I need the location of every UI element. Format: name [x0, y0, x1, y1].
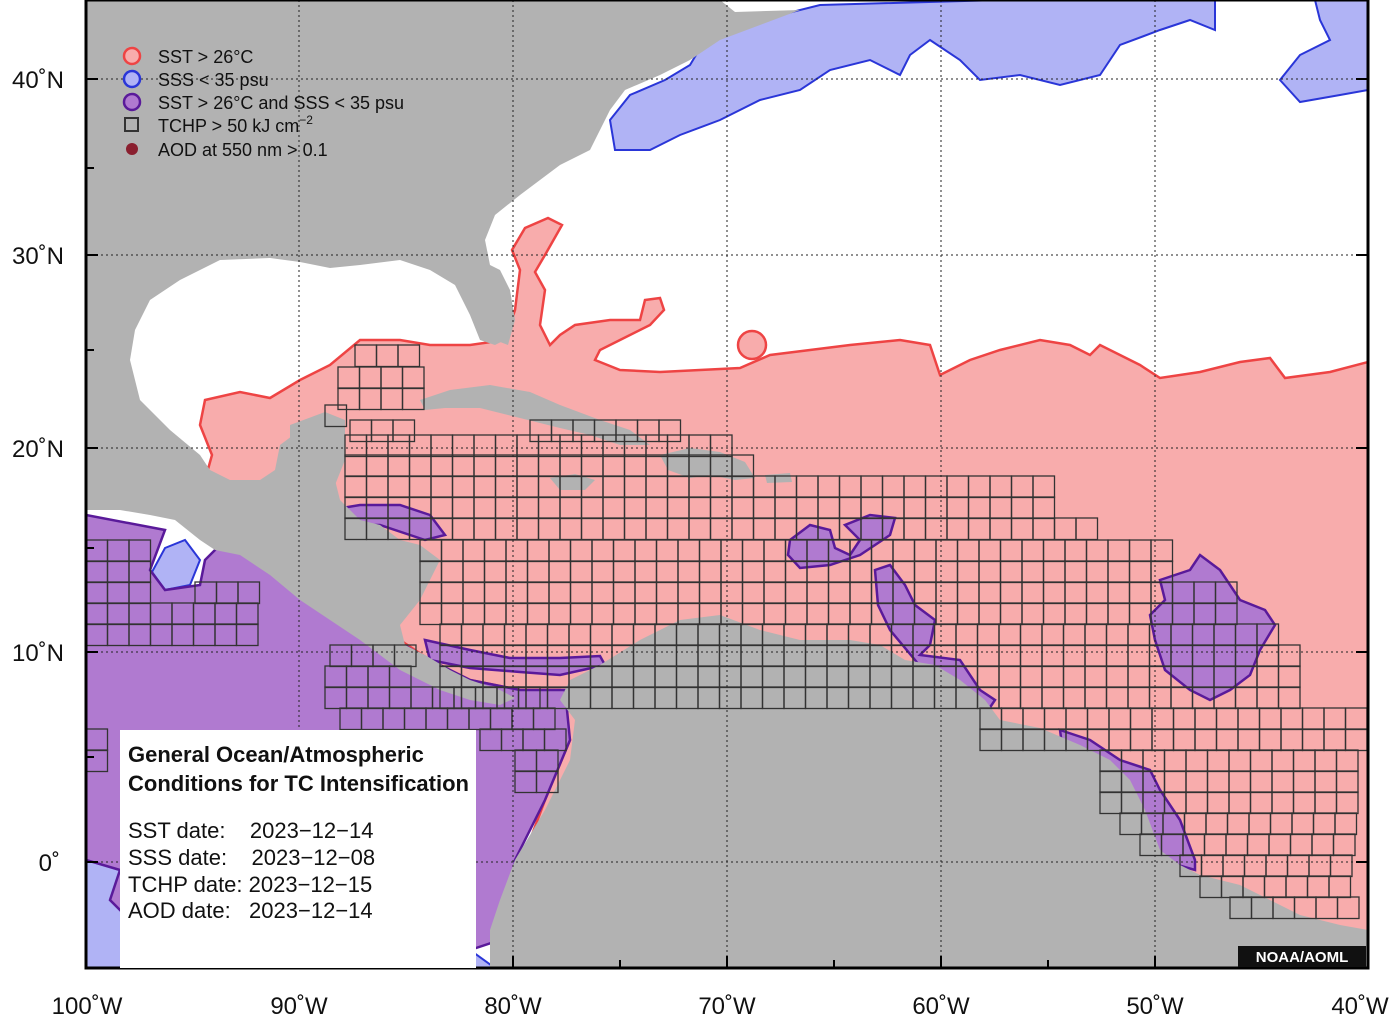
legend-label: SSS < 35 psu — [158, 70, 269, 90]
x-tick-label: 50˚W — [1126, 993, 1184, 1019]
sss-region-northeast — [1278, 0, 1368, 104]
tchp-grid-cell — [237, 581, 261, 605]
sst-circle-icon — [122, 46, 142, 66]
tchp-grid-cell — [535, 770, 559, 794]
y-tick-label: 40˚N — [12, 67, 64, 94]
tchp-grid — [86, 344, 1368, 920]
tchp-grid-cell — [324, 404, 348, 428]
sst-sss-circle-icon — [122, 92, 142, 112]
y-tick-label: 20˚N — [12, 436, 64, 463]
credit-text: NOAA/AOML — [1256, 949, 1349, 966]
sss-circle-icon — [122, 69, 142, 89]
legend-label: AOD at 550 nm > 0.1 — [158, 140, 328, 160]
legend-superscript: −2 — [299, 113, 313, 127]
tchp-square-icon — [124, 117, 139, 132]
tchp-grid-cell — [86, 749, 109, 773]
x-tick-label: 80˚W — [484, 993, 542, 1019]
legend-label: SST > 26°C — [158, 47, 253, 67]
info-box: General Ocean/Atmospheric Conditions for… — [120, 730, 476, 968]
sst-patch — [736, 329, 768, 361]
sss-date: SSS date: 2023−12−08 — [128, 845, 375, 870]
x-tick-label: 70˚W — [698, 993, 756, 1019]
tchp-grid-cell — [392, 419, 416, 443]
x-tick-label: 40˚W — [1331, 993, 1389, 1019]
sss-region-north — [608, 0, 1216, 151]
tchp-grid-cell — [235, 623, 259, 647]
sst-date: SST date: 2023−12−14 — [128, 818, 373, 843]
x-tick-label: 60˚W — [912, 993, 970, 1019]
tchp-grid-cell — [709, 434, 733, 458]
tchp-date: TCHP date: 2023−12−15 — [128, 872, 372, 897]
tchp-grid-cell — [401, 387, 425, 411]
y-tick-label: 30˚N — [12, 243, 64, 270]
aod-date: AOD date: 2023−12−14 — [128, 898, 373, 923]
sst-sss-patch — [1148, 553, 1277, 702]
x-tick-label: 100˚W — [52, 993, 123, 1019]
info-title: Conditions for TC Intensification — [128, 771, 469, 796]
sst-sss-patch — [786, 513, 897, 570]
legend-label: SST > 26°C and SSS < 35 psu — [158, 93, 404, 113]
x-tick-label: 90˚W — [270, 993, 328, 1019]
y-tick-label: 10˚N — [12, 640, 64, 667]
tchp-grid-cell — [1336, 896, 1360, 920]
tchp-grid-cell — [658, 419, 682, 443]
credit-badge: NOAA/AOML — [1238, 946, 1366, 967]
y-tick-label: 0˚ — [39, 850, 60, 877]
aod-dot-icon — [126, 143, 138, 155]
legend-label: TCHP > 50 kJ cm−2 — [158, 113, 313, 136]
info-title: General Ocean/Atmospheric — [128, 742, 424, 767]
legend: SST > 26°C SSS < 35 psu SST > 26°C and S… — [122, 46, 404, 160]
